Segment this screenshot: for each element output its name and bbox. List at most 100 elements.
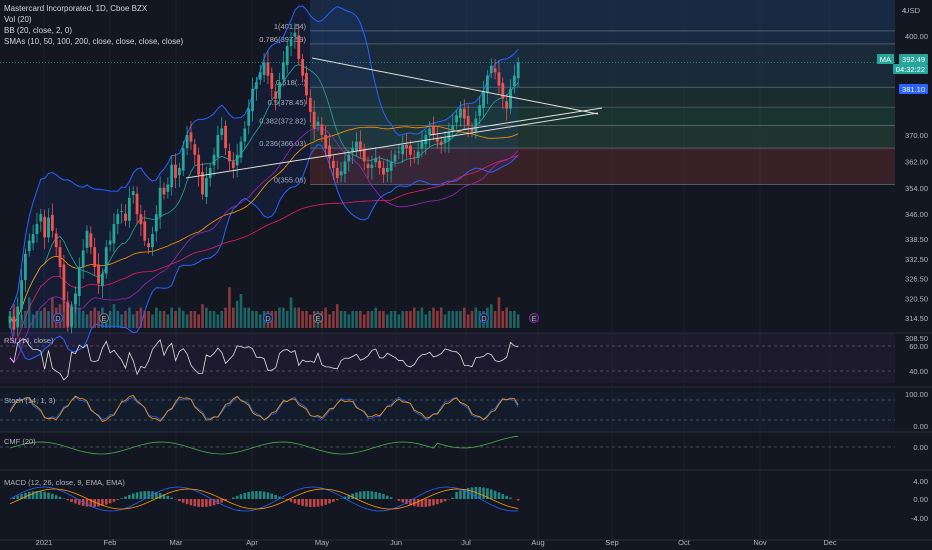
volume-bar bbox=[474, 307, 478, 328]
candle-body bbox=[486, 75, 489, 93]
rsi-axis-tick: 60.00 bbox=[909, 342, 928, 351]
cmf-line bbox=[9, 435, 519, 455]
candle-body bbox=[358, 141, 362, 152]
volume-bar bbox=[285, 311, 289, 328]
volume-bar bbox=[501, 311, 505, 328]
candle-body bbox=[401, 144, 405, 155]
rsi-axis-tick: 40.00 bbox=[909, 367, 928, 376]
fib-level-label: 0(355.06) bbox=[274, 175, 307, 184]
candle-body bbox=[512, 75, 516, 87]
price-axis-tick: 320.50 bbox=[905, 294, 928, 303]
candle-body bbox=[228, 150, 231, 162]
candle-body bbox=[27, 240, 31, 252]
macd-histogram-bar bbox=[466, 488, 470, 499]
candle-body bbox=[397, 151, 401, 153]
candle-body bbox=[347, 154, 351, 162]
candle-body bbox=[81, 250, 85, 267]
volume-bar bbox=[362, 314, 366, 328]
volume-bar bbox=[193, 311, 197, 328]
bollinger-indicator-label[interactable]: BB (20, close, 2, 0) bbox=[4, 26, 73, 35]
candle-body bbox=[443, 138, 447, 143]
macd-histogram-bar bbox=[309, 499, 312, 507]
macd-histogram-bar bbox=[370, 491, 374, 499]
macd-histogram-bar bbox=[108, 499, 112, 504]
rsi-pane-label[interactable]: RSI (14, close) bbox=[4, 336, 54, 345]
stoch-pane-bg bbox=[0, 392, 895, 432]
price-axis-tick: 370.00 bbox=[905, 131, 928, 140]
scale-menu-count[interactable]: 4 bbox=[901, 6, 906, 15]
macd-histogram-bar bbox=[289, 499, 293, 502]
macd-histogram-bar bbox=[255, 491, 258, 499]
volume-bar bbox=[497, 297, 501, 328]
macd-histogram-bar bbox=[443, 499, 447, 502]
volume-bar bbox=[409, 311, 412, 328]
candle-body bbox=[308, 98, 312, 112]
cmf-pane-label[interactable]: CMF (20) bbox=[4, 437, 36, 446]
candle-body bbox=[208, 168, 212, 178]
candle-body bbox=[166, 184, 170, 192]
currency-label[interactable]: USD bbox=[904, 6, 920, 15]
macd-histogram-bar bbox=[162, 494, 166, 499]
candle-body bbox=[281, 62, 285, 80]
volume-bar bbox=[128, 307, 131, 328]
fib-zone bbox=[310, 148, 895, 185]
volume-bar bbox=[158, 311, 162, 328]
volume-bar bbox=[447, 311, 451, 328]
macd-histogram-bar bbox=[482, 487, 485, 499]
candle-body bbox=[366, 164, 370, 168]
macd-histogram-bar bbox=[16, 495, 19, 499]
volume-bar bbox=[205, 307, 208, 328]
macd-histogram-bar bbox=[412, 499, 416, 507]
macd-histogram-bar bbox=[97, 499, 100, 507]
event-marker bbox=[479, 313, 489, 323]
candle-body bbox=[428, 128, 432, 135]
volume-bar bbox=[374, 307, 378, 328]
stoch-pane-label[interactable]: Stoch (14, 1, 3) bbox=[4, 396, 56, 405]
macd-histogram-bar bbox=[155, 492, 158, 499]
volume-bar bbox=[282, 307, 285, 328]
candle-body bbox=[516, 62, 520, 79]
macd-histogram-bar bbox=[31, 491, 35, 499]
volume-bar bbox=[424, 314, 428, 328]
volume-bar bbox=[397, 314, 401, 328]
candle-body bbox=[66, 302, 70, 327]
bar-countdown-tag: 04:32:22 bbox=[892, 64, 928, 74]
macd-pane-label[interactable]: MACD (12, 26, close, 9, EMA, EMA) bbox=[4, 478, 125, 487]
volume-bar bbox=[143, 311, 147, 328]
candle-body bbox=[197, 154, 201, 175]
sma-indicator-label[interactable]: SMAs (10, 50, 100, 200, close, close, cl… bbox=[4, 37, 184, 46]
volume-bar bbox=[335, 304, 339, 328]
candle-body bbox=[43, 216, 47, 238]
volume-bar bbox=[459, 311, 462, 328]
volume-bar bbox=[332, 311, 335, 328]
macd-histogram-bar bbox=[285, 499, 289, 501]
macd-histogram-bar bbox=[51, 493, 54, 499]
candle-body bbox=[412, 157, 416, 159]
macd-histogram-bar bbox=[201, 499, 204, 507]
volume-bar bbox=[309, 314, 312, 328]
volume-bar bbox=[247, 307, 250, 328]
volume-indicator-label[interactable]: Vol (20) bbox=[4, 15, 32, 24]
macd-histogram-bar bbox=[151, 491, 154, 499]
macd-histogram-bar bbox=[239, 494, 243, 499]
volume-bar bbox=[116, 311, 120, 328]
sma-10 bbox=[9, 64, 519, 324]
candle-body bbox=[312, 111, 316, 129]
volume-bar bbox=[466, 314, 470, 328]
candle-body bbox=[466, 115, 470, 126]
volume-bar bbox=[51, 297, 54, 328]
time-axis-tick: Jul bbox=[461, 538, 471, 547]
volume-bar bbox=[85, 314, 89, 328]
volume-bar bbox=[239, 294, 243, 328]
macd-histogram-bar bbox=[497, 492, 501, 499]
candle-body bbox=[235, 154, 239, 166]
volume-bar bbox=[155, 307, 158, 328]
macd-histogram-bar bbox=[366, 491, 370, 499]
macd-histogram-bar bbox=[328, 499, 331, 504]
volume-bar bbox=[35, 311, 39, 328]
candle-body bbox=[174, 164, 177, 178]
macd-histogram-bar bbox=[101, 499, 104, 506]
candle-body bbox=[324, 135, 328, 149]
volume-bar bbox=[412, 307, 416, 328]
